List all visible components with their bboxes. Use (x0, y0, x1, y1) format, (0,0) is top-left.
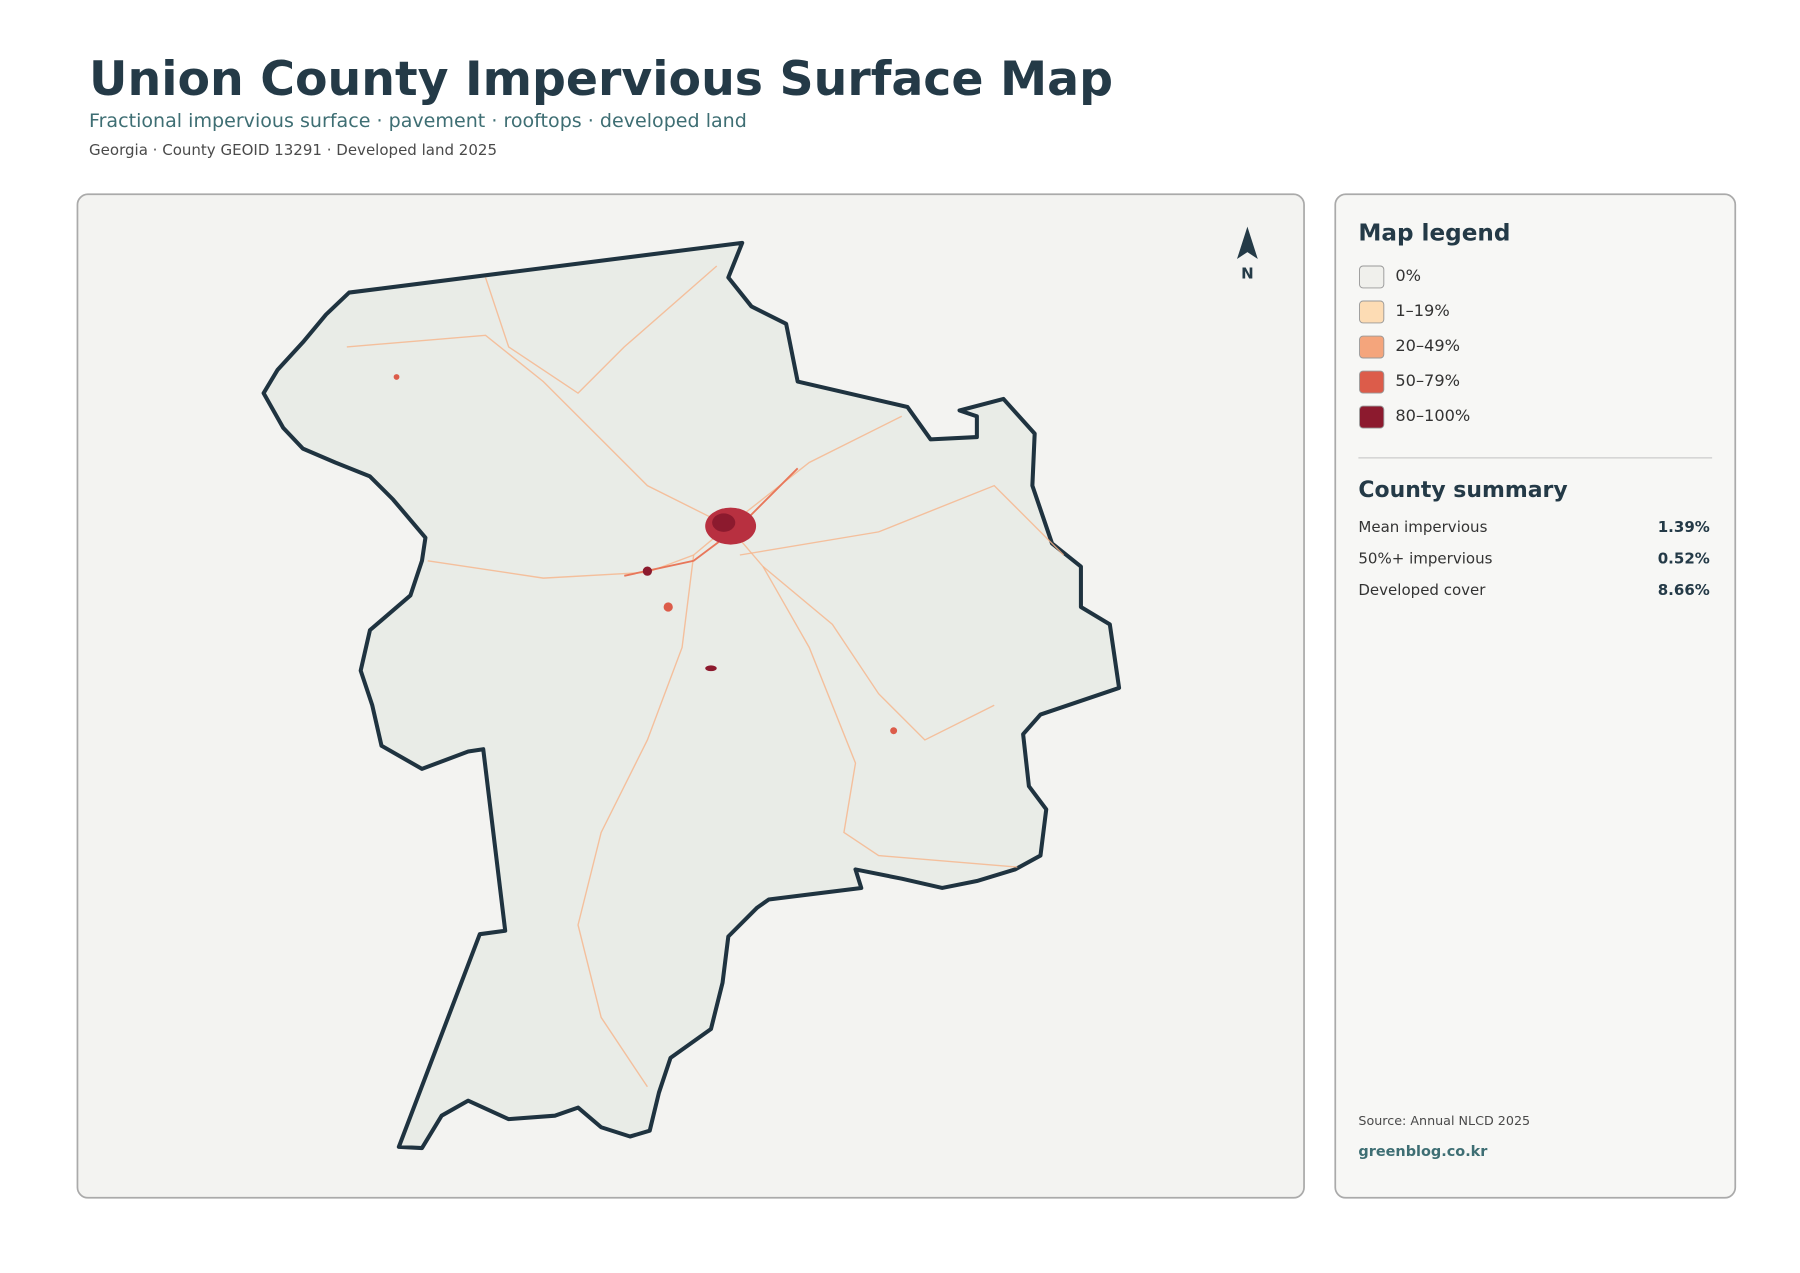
summary-label: Mean impervious (1358, 518, 1487, 536)
summary-value: 0.52% (1658, 549, 1710, 567)
legend-items: 0% 1–19% 20–49% 50–79% 80–100% (1359, 265, 1470, 429)
legend-swatch (1359, 370, 1385, 394)
north-label: N (1241, 265, 1254, 283)
summary-label: Developed cover (1358, 581, 1486, 599)
legend-label: 0% (1395, 266, 1421, 285)
legend-label: 1–19% (1395, 301, 1449, 320)
meta: Georgia · County GEOID 13291 · Developed… (89, 141, 497, 159)
county-boundary (261, 240, 1122, 1151)
legend-swatch (1359, 265, 1385, 289)
source: Source: Annual NLCD 2025 (1358, 1113, 1530, 1128)
legend-swatch (1359, 405, 1385, 429)
impervious-surface (346, 265, 1065, 1088)
legend-title: Map legend (1358, 221, 1510, 247)
summary-value: 1.39% (1658, 518, 1710, 536)
legend-swatch (1359, 335, 1385, 359)
summary-value: 8.66% (1658, 581, 1710, 599)
site-link[interactable]: greenblog.co.kr (1358, 1144, 1488, 1160)
legend-panel (1334, 193, 1737, 1199)
title: Union County Impervious Surface Map (89, 52, 1113, 107)
summary-label: 50%+ impervious (1358, 549, 1492, 567)
legend-label: 80–100% (1395, 406, 1470, 425)
legend-label: 20–49% (1395, 336, 1460, 355)
legend-swatch (1359, 300, 1385, 324)
north-arrow (1236, 226, 1258, 260)
summary-rows: Mean impervious 1.39% 50%+ impervious 0.52%… (1358, 518, 1709, 599)
legend-label: 50–79% (1395, 371, 1460, 390)
summary-title: County summary (1358, 478, 1567, 503)
subtitle: Fractional impervious surface · pavement… (89, 110, 747, 132)
